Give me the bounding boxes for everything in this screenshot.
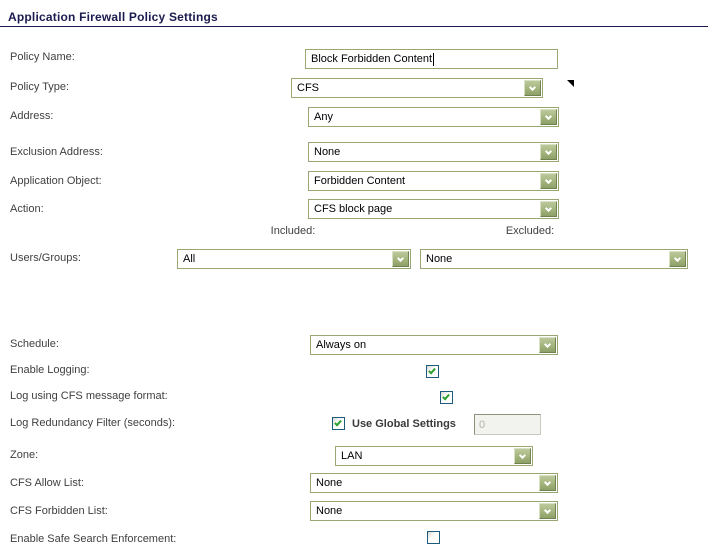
application-object-select[interactable]: Forbidden Content (308, 171, 559, 191)
action-value: CFS block page (314, 203, 393, 215)
included-column-label: Included: (270, 225, 316, 237)
policy-type-dropdown-button[interactable] (524, 80, 541, 96)
chevron-down-icon (518, 451, 527, 460)
log-cfs-format-label: Log using CFS message format: (10, 390, 168, 402)
mouse-cursor (567, 80, 574, 87)
policy-name-label: Policy Name: (10, 51, 75, 63)
address-dropdown-button[interactable] (540, 109, 557, 125)
application-object-dropdown-button[interactable] (540, 173, 557, 189)
zone-value: LAN (341, 450, 363, 462)
schedule-dropdown-button[interactable] (539, 337, 556, 353)
address-label: Address: (10, 110, 54, 122)
chevron-down-icon (544, 147, 553, 156)
chevron-down-icon (528, 83, 537, 92)
application-object-value: Forbidden Content (314, 175, 406, 187)
policy-type-label: Policy Type: (10, 81, 70, 93)
excluded-column-label: Excluded: (505, 225, 555, 237)
policy-type-select[interactable]: CFS (291, 78, 543, 98)
users-groups-included-value: All (183, 253, 196, 265)
schedule-label: Schedule: (10, 338, 59, 350)
chevron-down-icon (543, 506, 552, 515)
cfs-allow-list-value: None (316, 477, 343, 489)
action-dropdown-button[interactable] (540, 201, 557, 217)
zone-dropdown-button[interactable] (514, 448, 531, 464)
cfs-forbidden-list-label: CFS Forbidden List: (10, 505, 108, 517)
chevron-down-icon (673, 254, 682, 263)
action-label: Action: (10, 203, 44, 215)
cfs-allow-list-select[interactable]: None (310, 473, 558, 493)
users-groups-excluded-value: None (426, 253, 453, 265)
log-redundancy-seconds-input[interactable] (474, 414, 541, 435)
zone-label: Zone: (10, 449, 39, 461)
exclusion-address-dropdown-button[interactable] (540, 144, 557, 160)
schedule-value: Always on (316, 339, 367, 351)
chevron-down-icon (543, 340, 552, 349)
chevron-down-icon (543, 478, 552, 487)
cfs-allow-list-label: CFS Allow List: (10, 477, 84, 489)
log-redundancy-filter-label: Log Redundancy Filter (seconds): (10, 417, 176, 429)
safe-search-checkbox[interactable] (427, 531, 440, 544)
users-groups-included-dropdown-button[interactable] (392, 251, 409, 267)
chevron-down-icon (396, 254, 405, 263)
policy-name-input[interactable]: Block Forbidden Content (305, 49, 558, 69)
cfs-forbidden-list-select[interactable]: None (310, 501, 558, 521)
exclusion-address-select[interactable]: None (308, 142, 559, 162)
chevron-down-icon (544, 176, 553, 185)
title-divider (0, 26, 708, 27)
policy-type-value: CFS (297, 82, 319, 94)
check-icon (442, 392, 450, 401)
chevron-down-icon (544, 204, 553, 213)
schedule-select[interactable]: Always on (310, 335, 558, 355)
use-global-settings-label: Use Global Settings (352, 418, 456, 430)
check-icon (428, 366, 436, 375)
users-groups-excluded-dropdown-button[interactable] (669, 251, 686, 267)
check-icon (334, 418, 342, 427)
log-cfs-format-checkbox[interactable] (440, 391, 453, 404)
cfs-forbidden-list-value: None (316, 505, 343, 517)
text-caret (433, 52, 435, 66)
page-title: Application Firewall Policy Settings (8, 10, 218, 24)
users-groups-label: Users/Groups: (10, 252, 81, 264)
application-object-label: Application Object: (10, 175, 102, 187)
address-value: Any (314, 111, 333, 123)
chevron-down-icon (544, 112, 553, 121)
action-select[interactable]: CFS block page (308, 199, 559, 219)
users-groups-excluded-select[interactable]: None (420, 249, 688, 269)
users-groups-included-select[interactable]: All (177, 249, 411, 269)
policy-name-value: Block Forbidden Content (311, 53, 433, 65)
address-select[interactable]: Any (308, 107, 559, 127)
zone-select[interactable]: LAN (335, 446, 533, 466)
use-global-settings-checkbox[interactable] (332, 417, 345, 430)
exclusion-address-label: Exclusion Address: (10, 146, 103, 158)
enable-logging-checkbox[interactable] (426, 365, 439, 378)
cfs-forbidden-list-dropdown-button[interactable] (539, 503, 556, 519)
safe-search-label: Enable Safe Search Enforcement: (10, 533, 177, 545)
enable-logging-label: Enable Logging: (10, 364, 90, 376)
cfs-allow-list-dropdown-button[interactable] (539, 475, 556, 491)
exclusion-address-value: None (314, 146, 341, 158)
